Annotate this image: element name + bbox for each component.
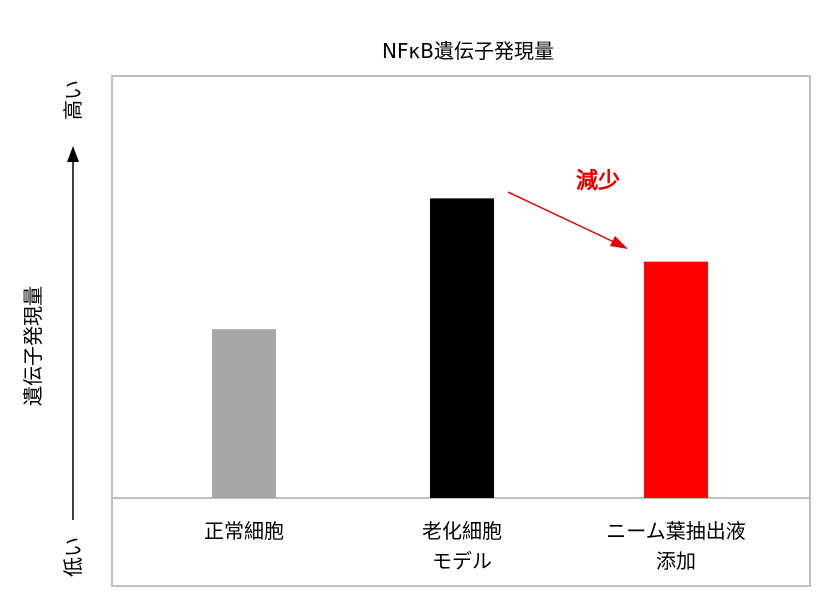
decrease-arrow-line xyxy=(507,191,615,243)
y-axis-high-label: 高い xyxy=(61,80,85,120)
category-label-2-line-2: モデル xyxy=(432,549,492,573)
chart-title: NFκB遺伝子発現量 xyxy=(382,39,554,63)
bar-1 xyxy=(212,329,276,498)
category-label-3-line-1: ニーム葉抽出液 xyxy=(606,519,745,543)
decrease-annotation: 減少 xyxy=(576,169,620,194)
bar-3 xyxy=(644,261,708,498)
category-label-2-line-1: 老化細胞 xyxy=(422,519,502,543)
bars xyxy=(212,198,708,498)
category-label-3-line-2: 添加 xyxy=(656,549,696,573)
plot-frame xyxy=(111,75,811,587)
y-axis-label: 遺伝子発現量 xyxy=(21,286,45,406)
category-label-1-line-1: 正常細胞 xyxy=(204,519,284,543)
decrease-arrow-head xyxy=(610,236,628,249)
y-axis-arrow-head xyxy=(67,146,79,162)
bar-2 xyxy=(430,198,494,498)
y-axis-low-label: 低い xyxy=(61,537,85,577)
